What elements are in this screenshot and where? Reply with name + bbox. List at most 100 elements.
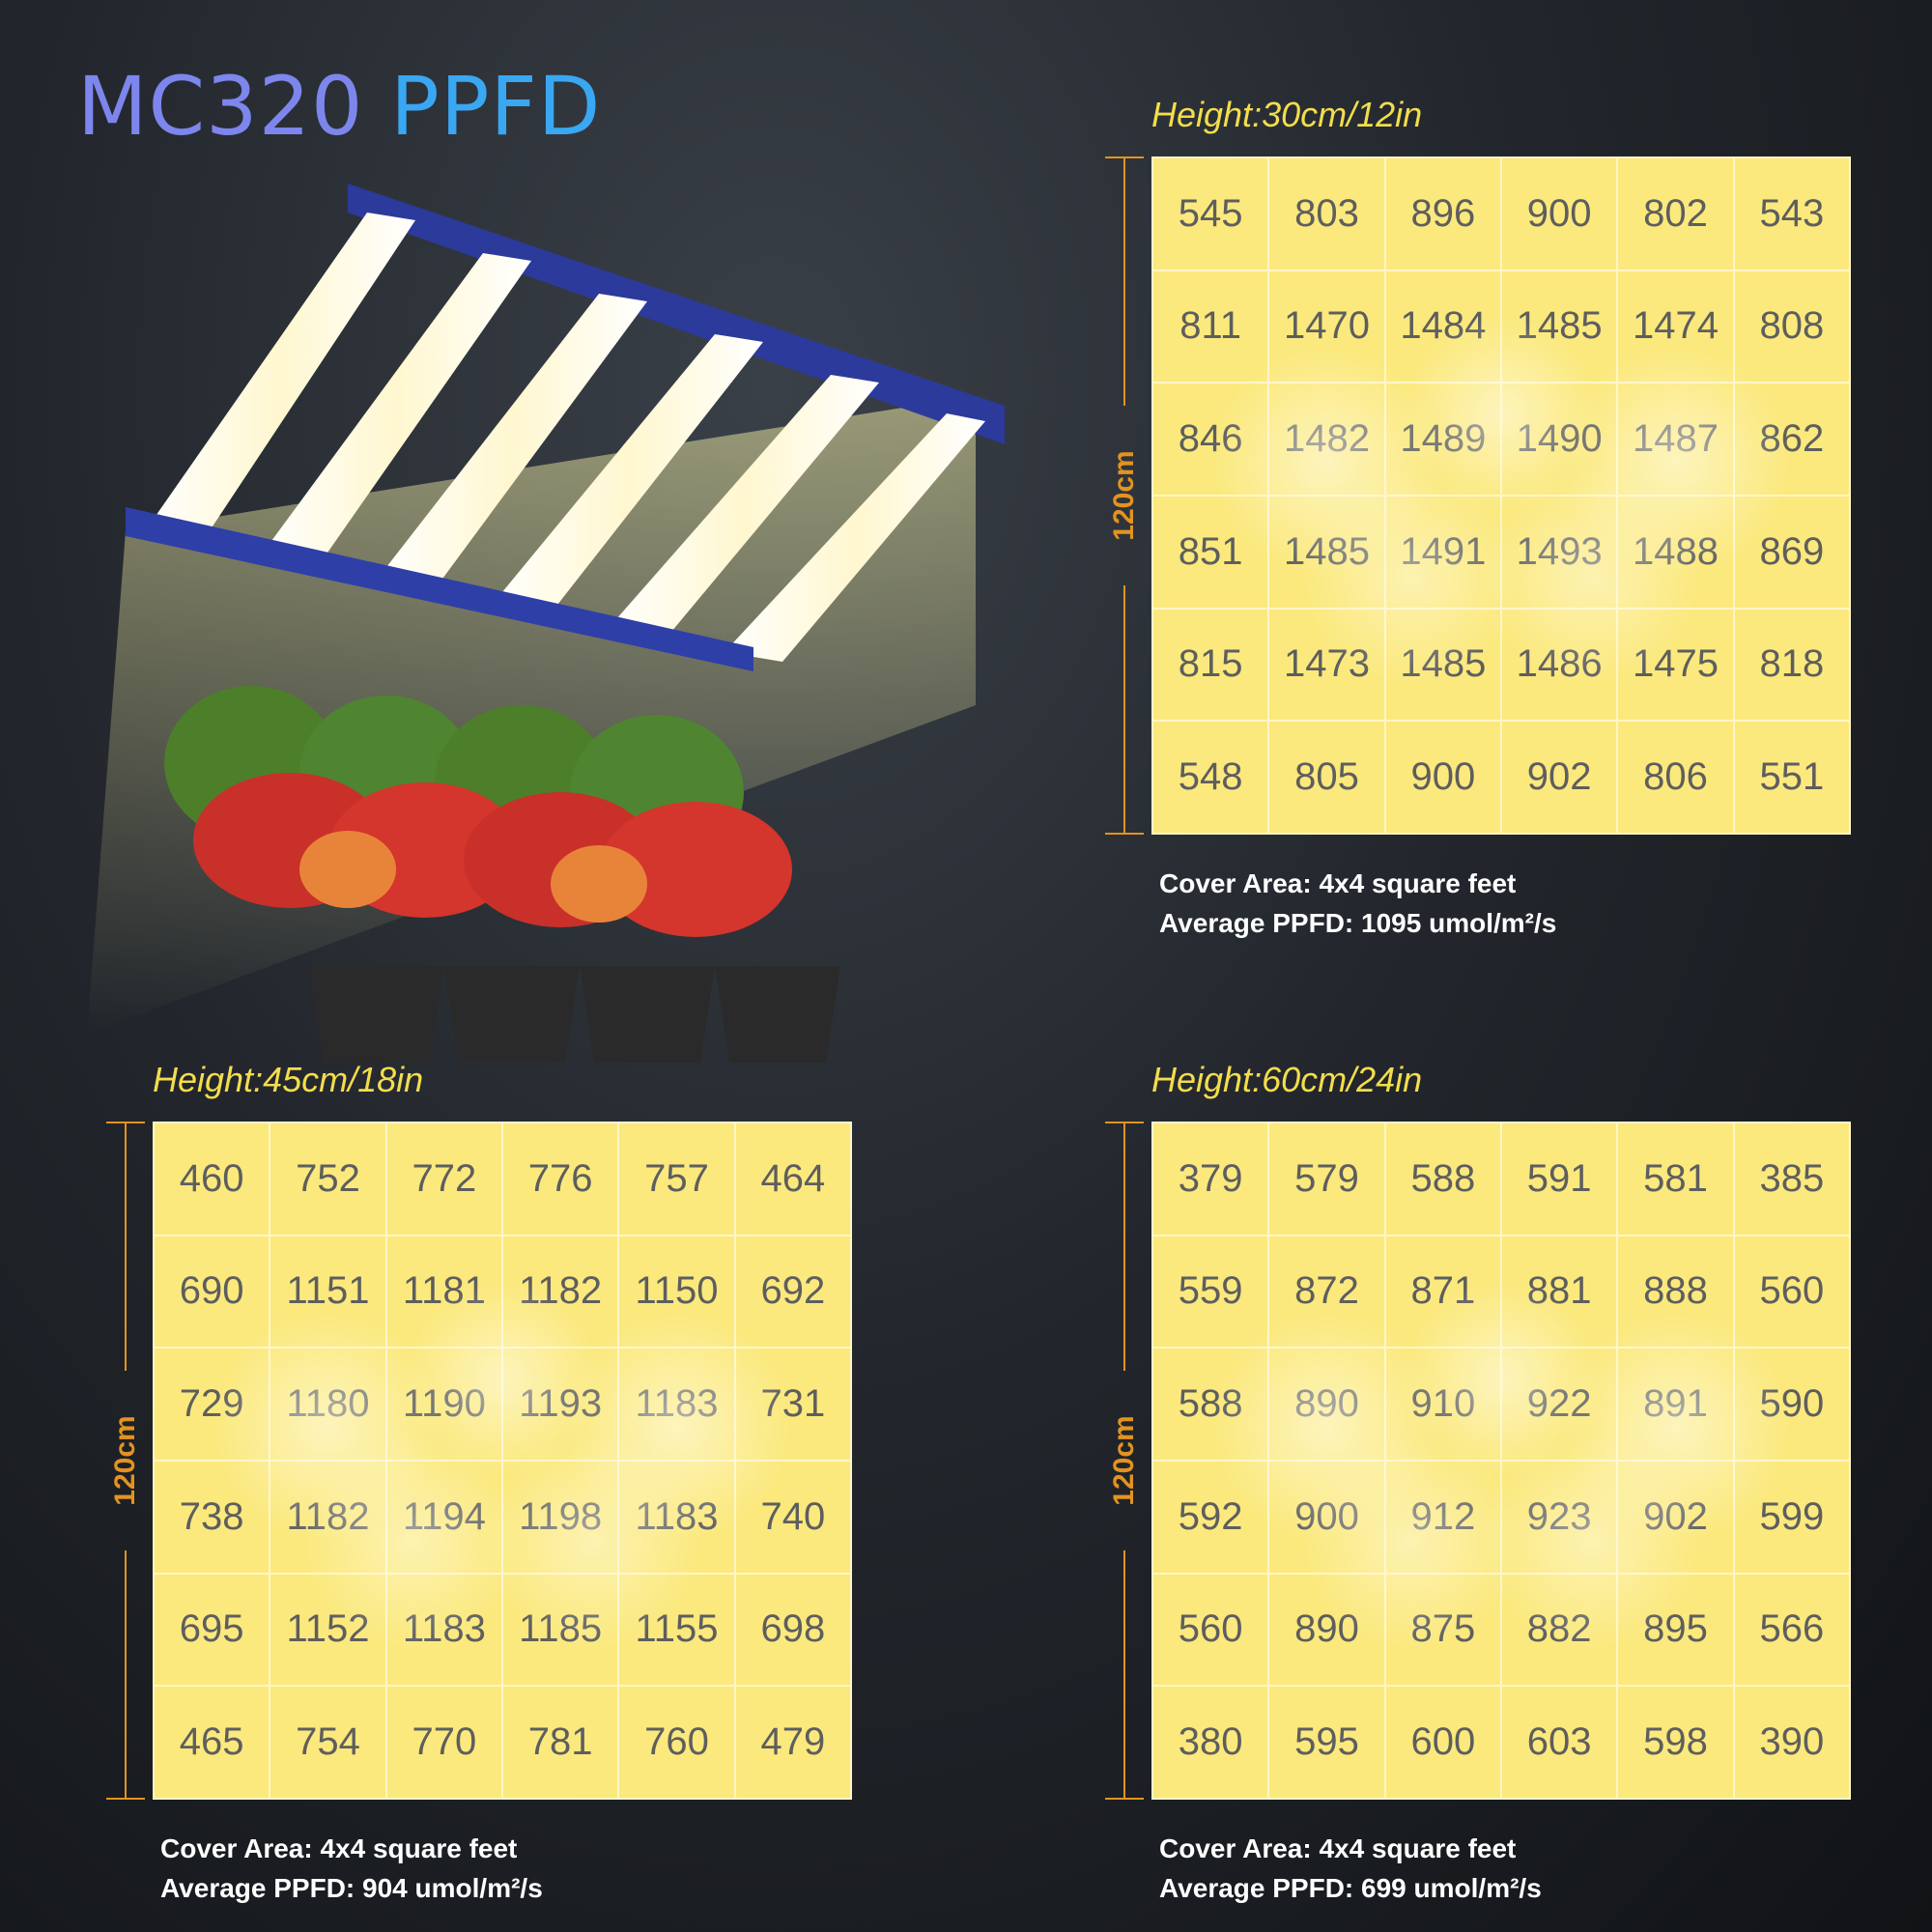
ppfd-cell: 1151 bbox=[270, 1236, 385, 1348]
cover-area: Cover Area: 4x4 square feet bbox=[1159, 1833, 1517, 1863]
ppfd-cell: 923 bbox=[1502, 1461, 1617, 1573]
ppfd-cell: 560 bbox=[1153, 1574, 1268, 1686]
plants bbox=[164, 686, 792, 937]
ppfd-cell: 1486 bbox=[1502, 609, 1617, 721]
ppfd-cell: 1490 bbox=[1502, 384, 1617, 495]
ppfd-cell: 891 bbox=[1618, 1349, 1733, 1460]
front-rail bbox=[126, 507, 753, 671]
ppfd-cell: 1190 bbox=[386, 1349, 501, 1460]
ppfd-cell: 738 bbox=[155, 1461, 270, 1573]
ppfd-cell: 912 bbox=[1385, 1461, 1500, 1573]
ppfd-cell: 806 bbox=[1618, 722, 1733, 833]
ppfd-grid: 379 579 588 591 581 385 559 872 871 881 888 560 588 8… bbox=[1151, 1122, 1851, 1800]
ppfd-cell: 1493 bbox=[1502, 496, 1617, 608]
dimension-marker: 120cm bbox=[1105, 156, 1144, 835]
ppfd-cell: 379 bbox=[1153, 1123, 1268, 1235]
ppfd-cell: 1485 bbox=[1385, 609, 1500, 721]
ppfd-cell: 560 bbox=[1734, 1236, 1849, 1348]
ppfd-cell: 754 bbox=[270, 1687, 385, 1798]
ppfd-cell: 390 bbox=[1734, 1687, 1849, 1798]
ppfd-cell: 872 bbox=[1269, 1236, 1384, 1348]
average-ppfd: Average PPFD: 904 umol/m²/s bbox=[160, 1873, 543, 1903]
ppfd-cell: 922 bbox=[1502, 1349, 1617, 1460]
dimension-marker: 120cm bbox=[106, 1122, 145, 1800]
ppfd-cell: 566 bbox=[1734, 1574, 1849, 1686]
ppfd-cell: 731 bbox=[735, 1349, 850, 1460]
dimension-label: 120cm bbox=[109, 1415, 141, 1506]
ppfd-cell: 902 bbox=[1502, 722, 1617, 833]
height-label: Height:60cm/24in bbox=[1151, 1060, 1423, 1099]
ppfd-cell: 598 bbox=[1618, 1687, 1733, 1798]
ppfd-grid: 545 803 896 900 802 543 811 1470 1484 1485 1474 808… bbox=[1151, 156, 1851, 835]
ppfd-cell: 690 bbox=[155, 1236, 270, 1348]
title-model: MC320 bbox=[77, 59, 364, 154]
average-ppfd: Average PPFD: 1095 umol/m²/s bbox=[1159, 908, 1557, 938]
ppfd-cell: 803 bbox=[1269, 158, 1384, 270]
ppfd-cell: 770 bbox=[386, 1687, 501, 1798]
ppfd-cell: 698 bbox=[735, 1574, 850, 1686]
ppfd-cell: 772 bbox=[386, 1123, 501, 1235]
ppfd-cell: 1470 bbox=[1269, 270, 1384, 383]
ppfd-cell: 781 bbox=[503, 1687, 618, 1798]
ppfd-cell: 1484 bbox=[1385, 270, 1500, 383]
ppfd-cell: 579 bbox=[1269, 1123, 1384, 1235]
page-title: MC320 PPFD bbox=[77, 53, 601, 159]
ppfd-cell: 900 bbox=[1269, 1461, 1384, 1573]
ppfd-cell: 846 bbox=[1153, 384, 1268, 495]
ppfd-cell: 600 bbox=[1385, 1687, 1500, 1798]
ppfd-cell: 862 bbox=[1734, 384, 1849, 495]
ppfd-cell: 595 bbox=[1269, 1687, 1384, 1798]
ppfd-cell: 543 bbox=[1734, 158, 1849, 270]
ppfd-cell: 881 bbox=[1502, 1236, 1617, 1348]
ppfd-cell: 1182 bbox=[503, 1236, 618, 1348]
ppfd-cell: 1152 bbox=[270, 1574, 385, 1686]
ppfd-cell: 592 bbox=[1153, 1461, 1268, 1573]
ppfd-cell: 896 bbox=[1385, 158, 1500, 270]
ppfd-cell: 1155 bbox=[619, 1574, 734, 1686]
ppfd-cell: 551 bbox=[1734, 722, 1849, 833]
ppfd-cell: 590 bbox=[1734, 1349, 1849, 1460]
ppfd-cell: 869 bbox=[1734, 496, 1849, 608]
ppfd-cell: 465 bbox=[155, 1687, 270, 1798]
ppfd-cell: 545 bbox=[1153, 158, 1268, 270]
ppfd-cell: 1489 bbox=[1385, 384, 1500, 495]
ppfd-cell: 890 bbox=[1269, 1574, 1384, 1686]
ppfd-cell: 581 bbox=[1618, 1123, 1733, 1235]
ppfd-cell: 603 bbox=[1502, 1687, 1617, 1798]
height-label: Height:30cm/12in bbox=[1151, 95, 1423, 134]
ppfd-cell: 588 bbox=[1153, 1349, 1268, 1460]
ppfd-cell: 902 bbox=[1618, 1461, 1733, 1573]
panel-info: Cover Area: 4x4 square feet Average PPFD… bbox=[160, 1829, 543, 1908]
ppfd-cell: 591 bbox=[1502, 1123, 1617, 1235]
ppfd-cell: 815 bbox=[1153, 609, 1268, 721]
height-label: Height:45cm/18in bbox=[153, 1060, 424, 1099]
ppfd-cell: 1475 bbox=[1618, 609, 1733, 721]
ppfd-cell: 1182 bbox=[270, 1461, 385, 1573]
ppfd-cell: 588 bbox=[1385, 1123, 1500, 1235]
ppfd-cell: 1487 bbox=[1618, 384, 1733, 495]
ppfd-cell: 851 bbox=[1153, 496, 1268, 608]
led-bars bbox=[145, 213, 985, 662]
ppfd-cell: 1474 bbox=[1618, 270, 1733, 383]
ppfd-cell: 752 bbox=[270, 1123, 385, 1235]
average-ppfd: Average PPFD: 699 umol/m²/s bbox=[1159, 1873, 1542, 1903]
ppfd-cell: 464 bbox=[735, 1123, 850, 1235]
ppfd-cell: 757 bbox=[619, 1123, 734, 1235]
ppfd-cell: 882 bbox=[1502, 1574, 1617, 1686]
ppfd-cell: 808 bbox=[1734, 270, 1849, 383]
dimension-label: 120cm bbox=[1108, 450, 1140, 541]
ppfd-cell: 1194 bbox=[386, 1461, 501, 1573]
panel-info: Cover Area: 4x4 square feet Average PPFD… bbox=[1159, 1829, 1542, 1908]
ppfd-cell: 895 bbox=[1618, 1574, 1733, 1686]
ppfd-cell: 1485 bbox=[1269, 496, 1384, 608]
panel-info: Cover Area: 4x4 square feet Average PPFD… bbox=[1159, 864, 1556, 943]
cover-area: Cover Area: 4x4 square feet bbox=[1159, 868, 1517, 898]
ppfd-cell: 900 bbox=[1502, 158, 1617, 270]
ppfd-cell: 740 bbox=[735, 1461, 850, 1573]
ppfd-cell: 1198 bbox=[503, 1461, 618, 1573]
ppfd-cell: 1491 bbox=[1385, 496, 1500, 608]
ppfd-cell: 1181 bbox=[386, 1236, 501, 1348]
ppfd-cell: 695 bbox=[155, 1574, 270, 1686]
ppfd-cell: 1485 bbox=[1502, 270, 1617, 383]
title-metric: PPFD bbox=[390, 59, 602, 154]
